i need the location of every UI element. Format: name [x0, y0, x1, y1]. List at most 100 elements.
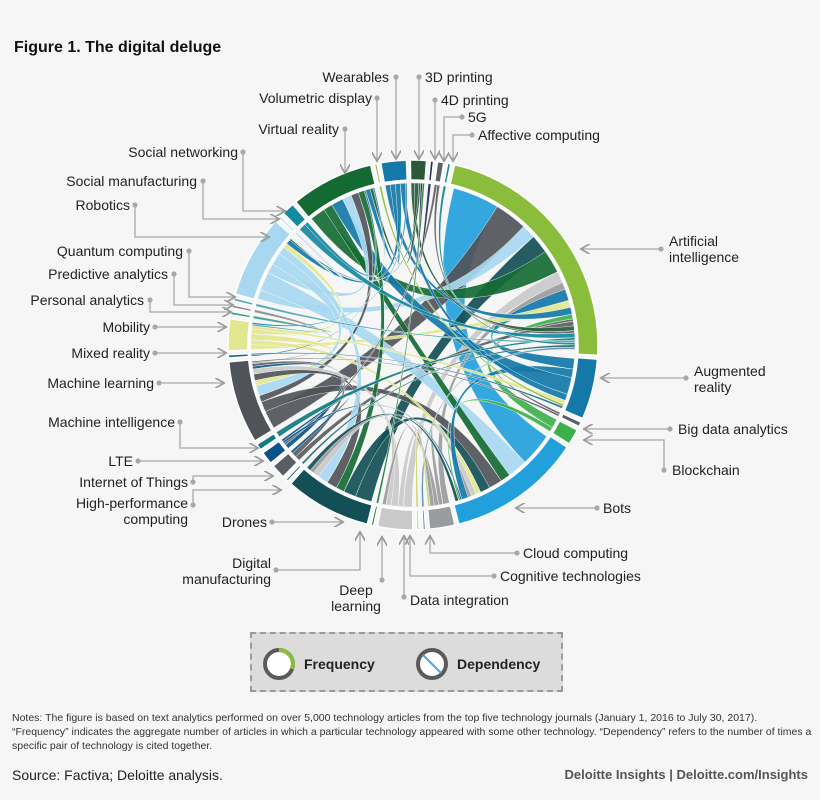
label-cloud-computing: Cloud computing — [523, 545, 629, 561]
chord-internet-of-things-lte — [281, 395, 351, 454]
chord-social-manufacturing-robotics — [290, 231, 354, 291]
arc-mixed-reality — [227, 352, 250, 359]
arc-big-data-analytics — [560, 412, 583, 428]
leader-dot — [190, 479, 196, 485]
leader-dot — [186, 248, 192, 254]
credit: Deloitte Insights | Deloitte.com/Insight… — [564, 767, 808, 782]
leader-dot — [152, 350, 158, 356]
leader-lines — [132, 74, 689, 600]
chord-predictive-analytics-machine-learning — [251, 309, 334, 365]
leader-cognitive-technologies — [410, 537, 494, 577]
leader-social-networking — [242, 152, 284, 211]
label-social-manufacturing: Social manufacturing — [66, 173, 197, 189]
leader-dot — [269, 519, 275, 525]
leader-dot — [240, 149, 246, 155]
chord-high-performance-computing-artificial-intelligence — [301, 344, 576, 465]
label-big-data-analytics: Big data analytics — [678, 421, 788, 437]
leader-digital-manufacturing — [276, 533, 360, 571]
chord-mixed-reality-augmented-reality — [251, 352, 564, 409]
label-3d-printing: 3D printing — [425, 69, 493, 85]
label-internet-of-things: Internet of Things — [79, 474, 188, 490]
arc-data-integration — [415, 509, 420, 531]
leader-dot — [135, 458, 141, 464]
legend-frequency-label: Frequency — [304, 656, 375, 672]
leader-dot — [171, 271, 177, 277]
chord-augmented-reality-wearables — [399, 182, 568, 401]
label-predictive-analytics: Predictive analytics — [48, 266, 168, 282]
label-bots: Bots — [603, 500, 632, 516]
notes: Notes: The figure is based on text analy… — [12, 712, 812, 752]
arc-high-performance-computing — [284, 463, 303, 483]
label-social-networking: Social networking — [128, 144, 238, 160]
chord-ribbons — [250, 182, 576, 508]
label-artificial-intelligence: Artificial intelligence — [669, 233, 740, 265]
label-drones: Drones — [221, 514, 267, 530]
leader-blockchain — [585, 440, 665, 470]
leader-dot — [459, 114, 465, 120]
chord-wearables-mobility — [252, 182, 408, 327]
frequency-arcs — [227, 159, 599, 531]
leader-personal-analytics — [149, 300, 230, 312]
leader-dot — [514, 550, 520, 556]
inner-ring — [249, 181, 577, 509]
leader-dot — [658, 246, 664, 252]
leader-dot — [661, 467, 667, 473]
leader-dot — [177, 419, 183, 425]
leader-dot — [152, 324, 158, 330]
arc-personal-analytics — [229, 310, 252, 319]
chord-diagram — [132, 74, 689, 600]
arc-predictive-analytics — [230, 303, 253, 313]
label-mixed-reality: Mixed reality — [71, 345, 150, 361]
label-personal-analytics: Personal analytics — [30, 292, 144, 308]
leader-predictive-analytics — [173, 274, 232, 305]
legend-dependency: Dependency — [415, 647, 540, 681]
dependency-ring-icon — [416, 648, 448, 680]
chord-machine-intelligence-artificial-intelligence — [276, 337, 576, 437]
chord-blockchain-bots — [447, 398, 553, 501]
leader-dot — [374, 95, 380, 101]
chord-4d-printing-3d-printing — [418, 182, 432, 265]
label-cognitive-technologies: Cognitive technologies — [500, 568, 641, 584]
leader-dot — [469, 132, 475, 138]
chord-artificial-intelligence-robotics — [257, 226, 534, 313]
label-virtual-reality: Virtual reality — [258, 121, 339, 137]
leader-dot — [147, 297, 153, 303]
label-affective-computing: Affective computing — [478, 127, 600, 143]
arc-drones — [289, 467, 374, 526]
chord-quantum-computing-artificial-intelligence — [255, 303, 576, 343]
label-machine-learning: Machine learning — [47, 375, 154, 391]
label-augmented-reality: Augmented reality — [694, 363, 766, 395]
leader-affective-computing — [453, 134, 472, 160]
chord-robotics-mobility — [251, 243, 343, 335]
label-high-performance-computing: High-performance computing — [75, 495, 188, 527]
leader-dot — [379, 577, 385, 583]
chord-virtual-reality-mixed-reality — [251, 189, 377, 357]
leader-high-performance-computing — [192, 490, 280, 505]
leader-dot — [200, 178, 206, 184]
chord-big-data-analytics-machine-learning — [251, 357, 560, 417]
legend-dependency-label: Dependency — [457, 656, 541, 672]
arc-5g — [433, 160, 445, 184]
label-robotics: Robotics — [75, 197, 130, 213]
leader-dot — [667, 426, 673, 432]
leader-dot — [683, 375, 689, 381]
label-lte: LTE — [108, 453, 133, 469]
legend-frequency: Frequency — [262, 647, 375, 681]
chord-5g-lte — [283, 184, 438, 446]
leader-dot — [401, 594, 407, 600]
legend: Frequency Dependency — [250, 632, 563, 692]
leader-machine-intelligence — [179, 422, 257, 448]
leader-dot — [190, 502, 196, 508]
source: Source: Factiva; Deloitte analysis. — [12, 767, 223, 783]
leader-internet-of-things — [192, 476, 272, 482]
arc-volumetric-display — [373, 162, 382, 185]
arc-blockchain — [551, 419, 579, 446]
leader-dot — [594, 505, 600, 511]
chord-volumetric-display-augmented-reality — [379, 185, 564, 407]
leader-5g — [444, 116, 462, 160]
arc-internet-of-things — [272, 451, 299, 478]
chord-personal-analytics-mobility — [251, 315, 333, 334]
chord-social-networking-virtual-reality — [304, 187, 385, 277]
leader-dot — [132, 202, 138, 208]
